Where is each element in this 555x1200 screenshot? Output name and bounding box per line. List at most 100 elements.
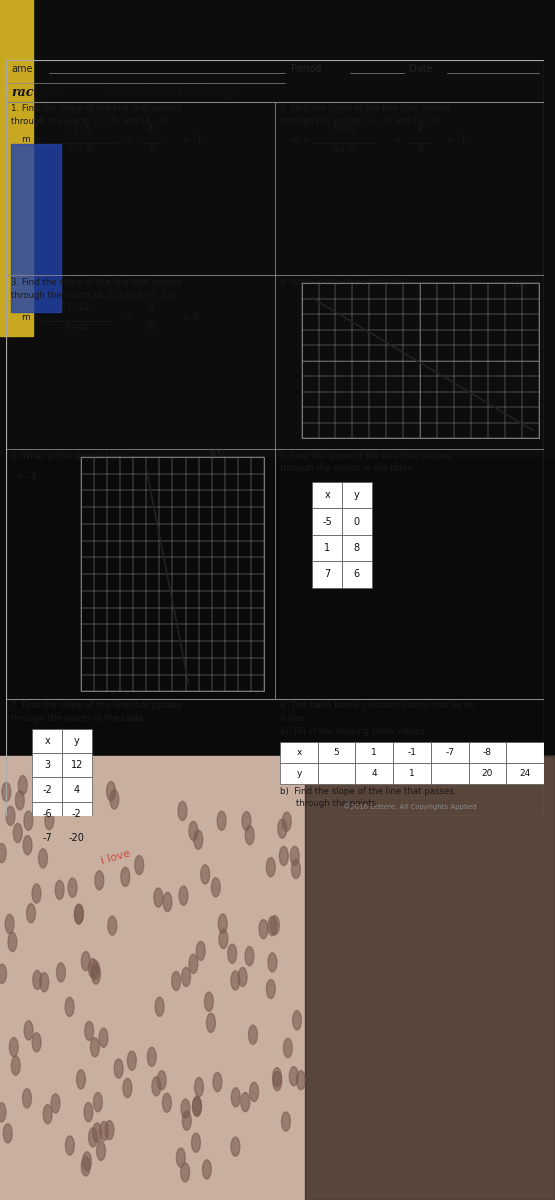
Text: -1: -1 [407, 748, 416, 757]
Circle shape [0, 1103, 6, 1122]
Text: 9: 9 [148, 323, 154, 332]
Circle shape [217, 811, 226, 830]
Text: 4: 4 [417, 125, 422, 134]
Circle shape [16, 791, 24, 810]
Circle shape [24, 811, 33, 830]
Bar [431, 763, 468, 785]
Circle shape [279, 846, 288, 865]
Text: through the points.: through the points. [296, 799, 379, 809]
Circle shape [90, 1038, 99, 1057]
Circle shape [176, 1148, 185, 1168]
Circle shape [290, 846, 299, 865]
Circle shape [273, 1068, 281, 1087]
Bar [468, 742, 506, 763]
Circle shape [23, 1088, 32, 1108]
Bar [32, 826, 62, 850]
Circle shape [27, 904, 36, 923]
Text: 3. Find the slope of the line that passes: 3. Find the slope of the line that passe… [11, 277, 181, 287]
Circle shape [193, 1097, 201, 1116]
Circle shape [213, 1073, 222, 1092]
Bar [32, 754, 62, 778]
Circle shape [81, 1157, 90, 1176]
Text: 5. What is the slope of g(x)?: 5. What is the slope of g(x)? [11, 451, 133, 461]
Circle shape [0, 844, 6, 863]
Circle shape [211, 877, 220, 896]
Circle shape [89, 1128, 98, 1147]
Text: y: y [354, 490, 360, 500]
Text: = -1: = -1 [447, 134, 466, 144]
Text: = -4: = -4 [16, 472, 37, 482]
Circle shape [157, 1070, 166, 1090]
Circle shape [84, 1103, 93, 1122]
Text: ractice: ractice [11, 86, 59, 100]
Circle shape [128, 1051, 137, 1070]
Circle shape [13, 823, 22, 842]
Bar [305, 756, 555, 1200]
Circle shape [245, 826, 254, 845]
Circle shape [231, 971, 240, 990]
Text: 1: 1 [409, 769, 415, 778]
Circle shape [114, 1058, 123, 1078]
Circle shape [2, 782, 11, 802]
Bar [318, 763, 356, 785]
Circle shape [270, 916, 279, 935]
Bar [0, 756, 555, 1200]
Text: a)  Fill in the missing table values.: a) Fill in the missing table values. [280, 727, 427, 736]
Text: =: = [124, 312, 132, 322]
Circle shape [292, 1010, 301, 1030]
Circle shape [273, 1072, 282, 1091]
Text: 5: 5 [334, 748, 340, 757]
Bar [312, 535, 342, 562]
Circle shape [93, 1123, 102, 1142]
Circle shape [219, 929, 228, 948]
Text: 0: 0 [354, 516, 360, 527]
Circle shape [218, 914, 227, 934]
Circle shape [18, 775, 27, 794]
Circle shape [23, 835, 32, 854]
Bar [342, 562, 372, 588]
Circle shape [0, 964, 7, 983]
Circle shape [90, 960, 99, 979]
Text: 7: 7 [324, 570, 330, 580]
Circle shape [65, 1136, 74, 1156]
Circle shape [105, 1121, 114, 1140]
Text: 24: 24 [519, 769, 531, 778]
Circle shape [154, 888, 163, 907]
Circle shape [74, 904, 83, 923]
Circle shape [51, 1093, 60, 1112]
Circle shape [201, 865, 210, 884]
Circle shape [266, 979, 275, 998]
Text: 1: 1 [324, 542, 330, 553]
Bar [62, 778, 92, 802]
Circle shape [147, 1048, 156, 1067]
Text: through the points in the table.: through the points in the table. [280, 464, 415, 474]
Circle shape [181, 967, 190, 986]
Bar [312, 509, 342, 535]
Circle shape [155, 997, 164, 1016]
Text: 4: 4 [371, 769, 377, 778]
Text: 8: 8 [354, 542, 360, 553]
Text: 4: 4 [74, 785, 80, 794]
Circle shape [55, 881, 64, 900]
Circle shape [45, 810, 54, 829]
Text: -5: -5 [322, 516, 332, 527]
Text: -8: -8 [483, 748, 492, 757]
Bar [312, 562, 342, 588]
Circle shape [181, 1099, 190, 1118]
Circle shape [93, 1092, 102, 1111]
Text: -6: -6 [43, 809, 52, 818]
Circle shape [250, 1082, 259, 1102]
Circle shape [24, 1021, 33, 1040]
Circle shape [110, 790, 119, 809]
Text: a line.: a line. [280, 714, 306, 722]
Circle shape [191, 1133, 200, 1152]
Circle shape [231, 1087, 240, 1106]
Circle shape [289, 1067, 298, 1086]
Circle shape [97, 1141, 105, 1160]
Circle shape [32, 1033, 41, 1052]
Bar [11, 144, 61, 312]
Circle shape [33, 971, 42, 990]
Text: ©2016 Lettere. All Copyrights Applied: ©2016 Lettere. All Copyrights Applied [342, 803, 476, 810]
Circle shape [83, 1152, 92, 1171]
Text: -1 - 5: -1 - 5 [70, 125, 92, 134]
